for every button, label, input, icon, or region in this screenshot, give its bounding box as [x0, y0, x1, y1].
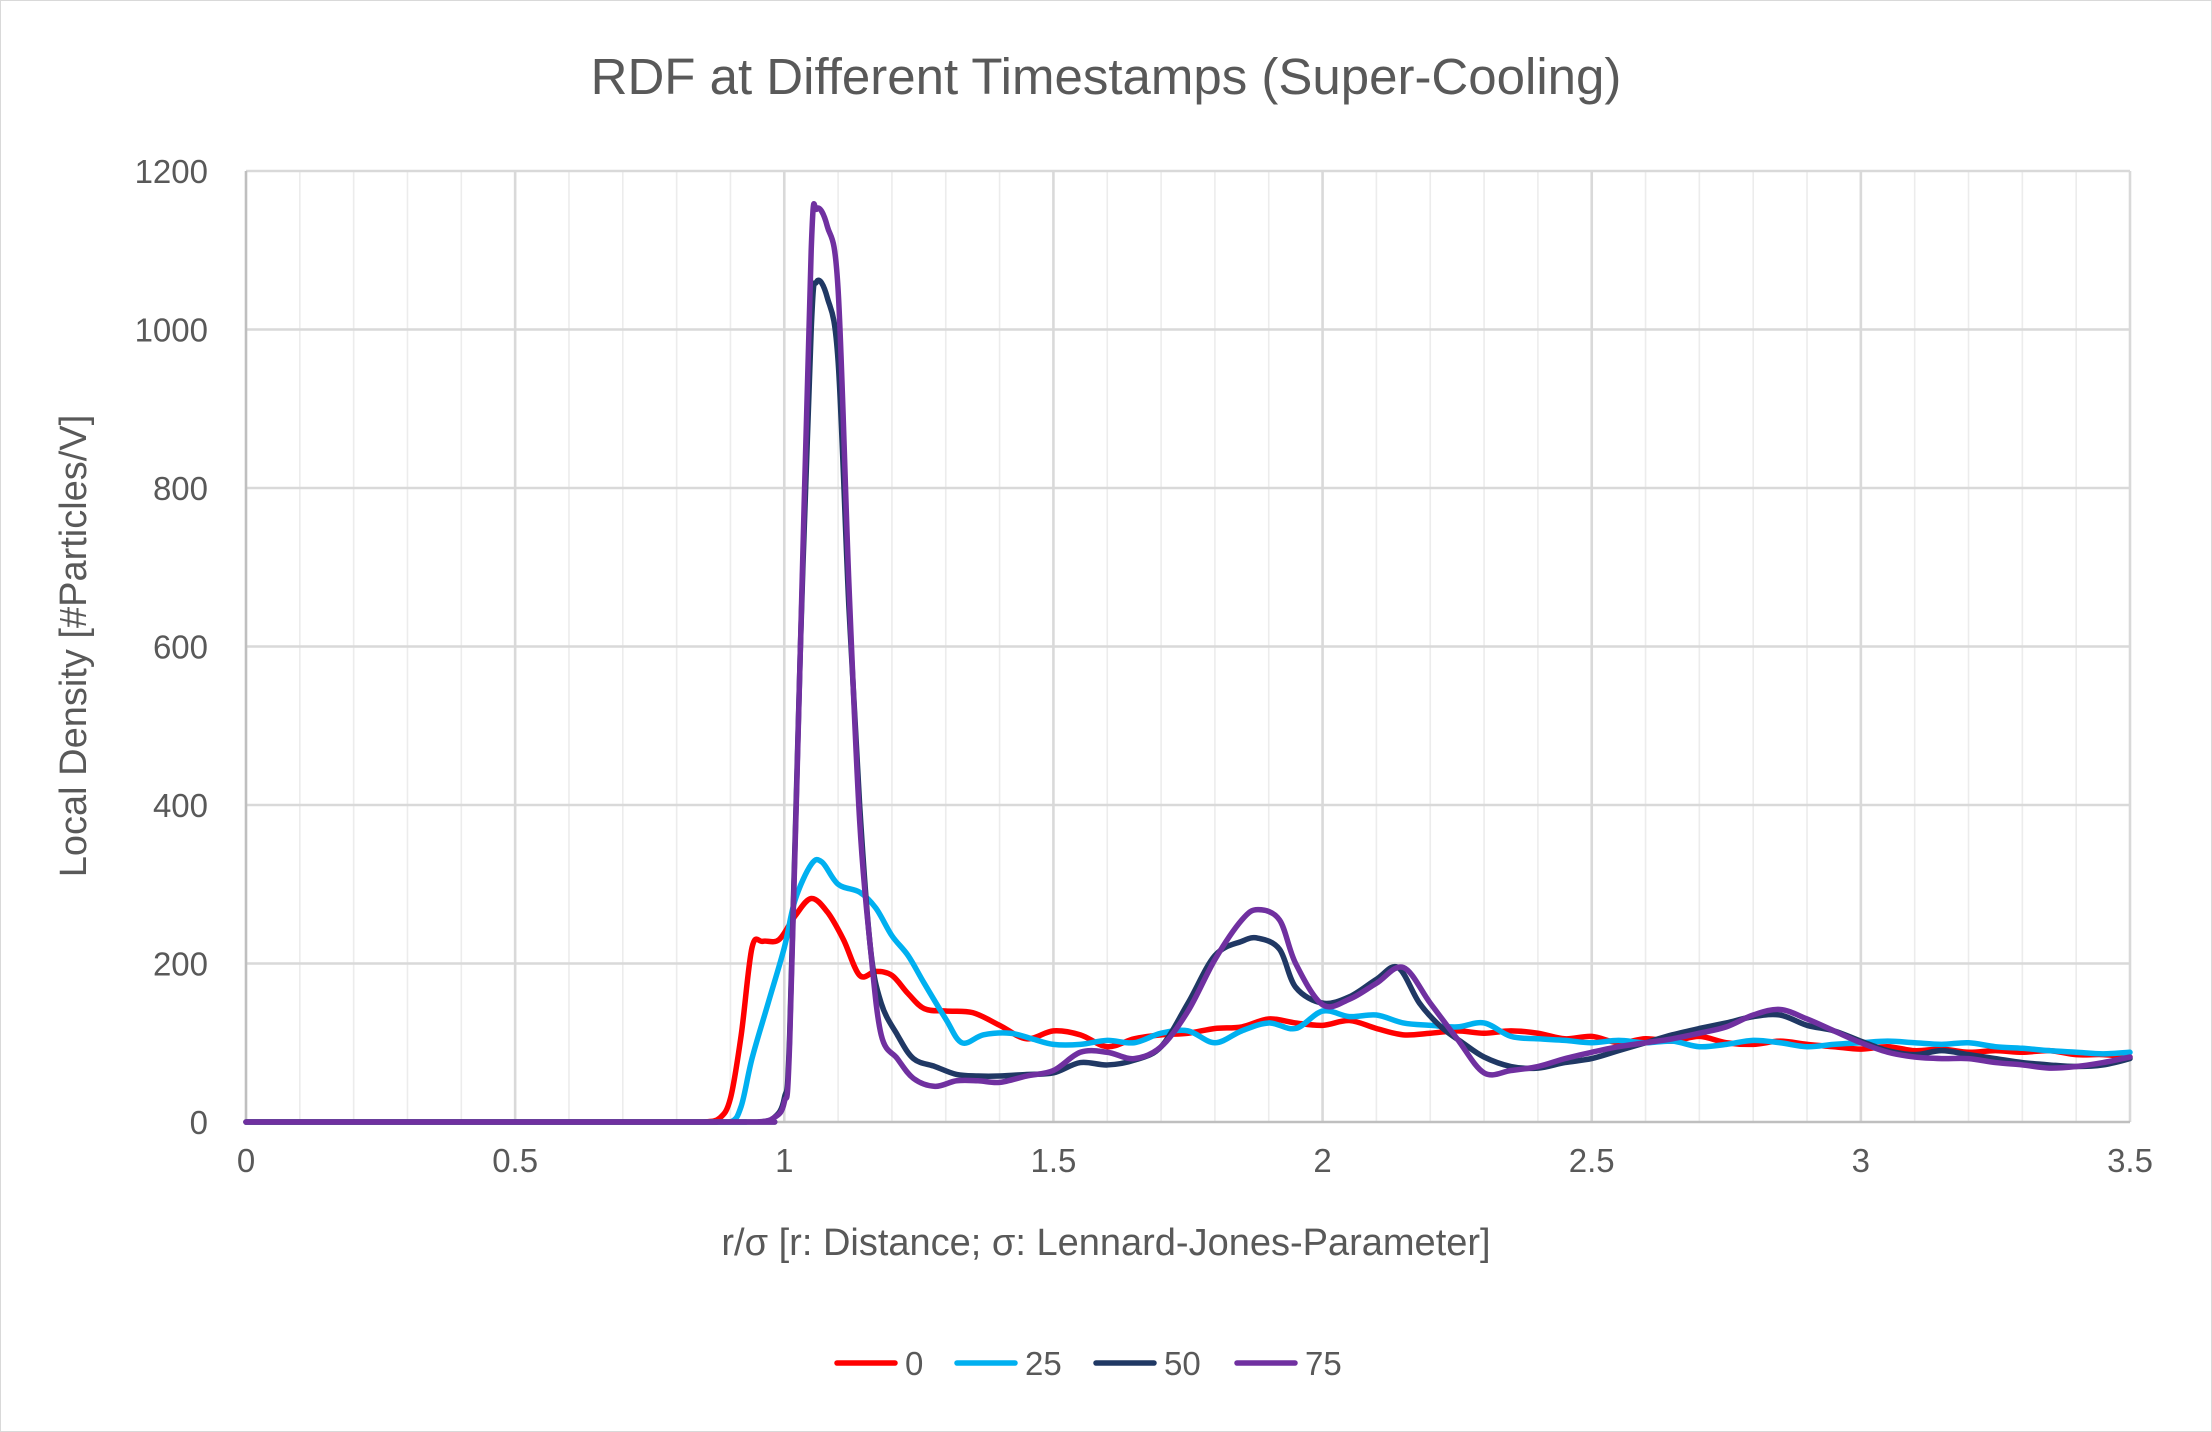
y-axis-title: Local Density [#Particles/V] [53, 415, 95, 878]
major-gridlines [246, 169, 2132, 1122]
x-tick-label: 3.5 [2107, 1142, 2153, 1179]
y-tick-label: 1200 [135, 153, 208, 190]
y-axis-tick-labels: 0 200 400 600 800 1000 1200 [135, 153, 208, 1141]
legend-item-0: 0 [834, 1345, 923, 1382]
x-tick-label: 0 [237, 1142, 255, 1179]
y-tick-label: 1000 [135, 312, 208, 349]
y-tick-label: 200 [153, 946, 208, 983]
series-line-75 [243, 201, 2133, 1125]
y-tick-label: 0 [190, 1104, 208, 1141]
series-lines [243, 201, 2133, 1125]
legend-label: 0 [905, 1345, 923, 1382]
legend-label: 75 [1305, 1345, 1342, 1382]
legend-item-75: 75 [1234, 1345, 1342, 1382]
legend-item-25: 25 [954, 1345, 1062, 1382]
series-line-25 [243, 856, 2133, 1125]
legend-label: 25 [1025, 1345, 1062, 1382]
x-tick-label: 1 [775, 1142, 793, 1179]
x-tick-label: 0.5 [492, 1142, 538, 1179]
x-tick-label: 2.5 [1569, 1142, 1615, 1179]
x-tick-label: 3 [1852, 1142, 1870, 1179]
legend: 0 25 50 75 [834, 1345, 1342, 1382]
chart-title: RDF at Different Timestamps (Super-Cooli… [591, 48, 1622, 105]
y-tick-label: 600 [153, 629, 208, 666]
legend-label: 50 [1164, 1345, 1201, 1382]
x-tick-label: 1.5 [1030, 1142, 1076, 1179]
x-axis-tick-labels: 0 0.5 1 1.5 2 2.5 3 3.5 [237, 1142, 2153, 1179]
legend-item-50: 50 [1093, 1345, 1201, 1382]
x-axis-title: r/σ [r: Distance; σ: Lennard-Jones-Param… [721, 1222, 1490, 1264]
y-tick-label: 800 [153, 470, 208, 507]
x-tick-label: 2 [1313, 1142, 1331, 1179]
y-tick-label: 400 [153, 787, 208, 824]
